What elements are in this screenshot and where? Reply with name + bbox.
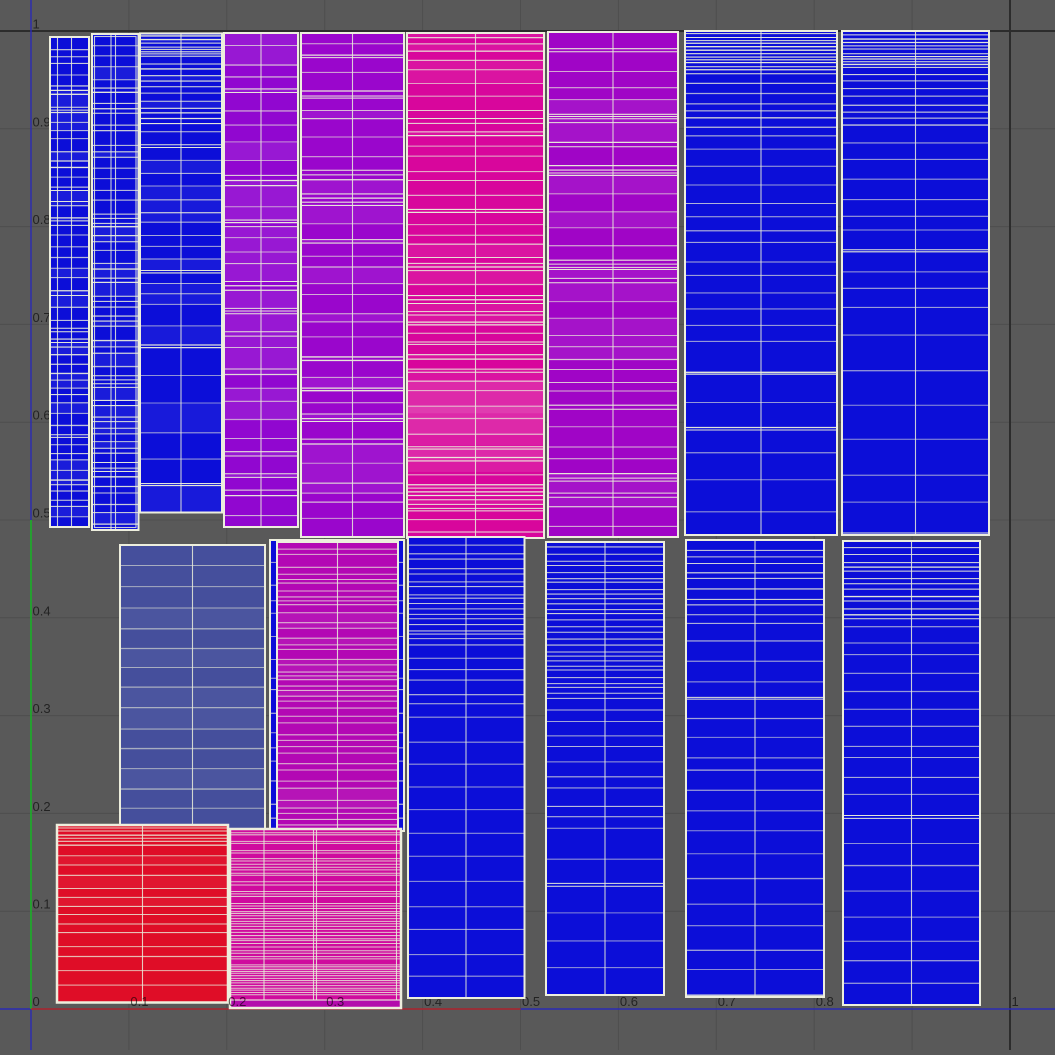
svg-text:0: 0 [33, 994, 40, 1009]
svg-text:0.4: 0.4 [33, 603, 51, 618]
svg-text:0.5: 0.5 [33, 506, 51, 521]
svg-text:0.3: 0.3 [326, 994, 344, 1009]
svg-text:0.5: 0.5 [522, 994, 540, 1009]
svg-text:0.7: 0.7 [33, 310, 51, 325]
svg-text:0.6: 0.6 [33, 408, 51, 423]
svg-text:0.8: 0.8 [33, 212, 51, 227]
svg-text:1: 1 [33, 17, 40, 32]
svg-text:1: 1 [1012, 994, 1019, 1009]
svg-text:0.9: 0.9 [33, 114, 51, 129]
svg-text:0.1: 0.1 [130, 994, 148, 1009]
svg-text:0.3: 0.3 [33, 701, 51, 716]
svg-text:0.2: 0.2 [228, 994, 246, 1009]
svg-text:0.1: 0.1 [33, 897, 51, 912]
svg-text:0.2: 0.2 [33, 799, 51, 814]
svg-text:0.6: 0.6 [620, 994, 638, 1009]
